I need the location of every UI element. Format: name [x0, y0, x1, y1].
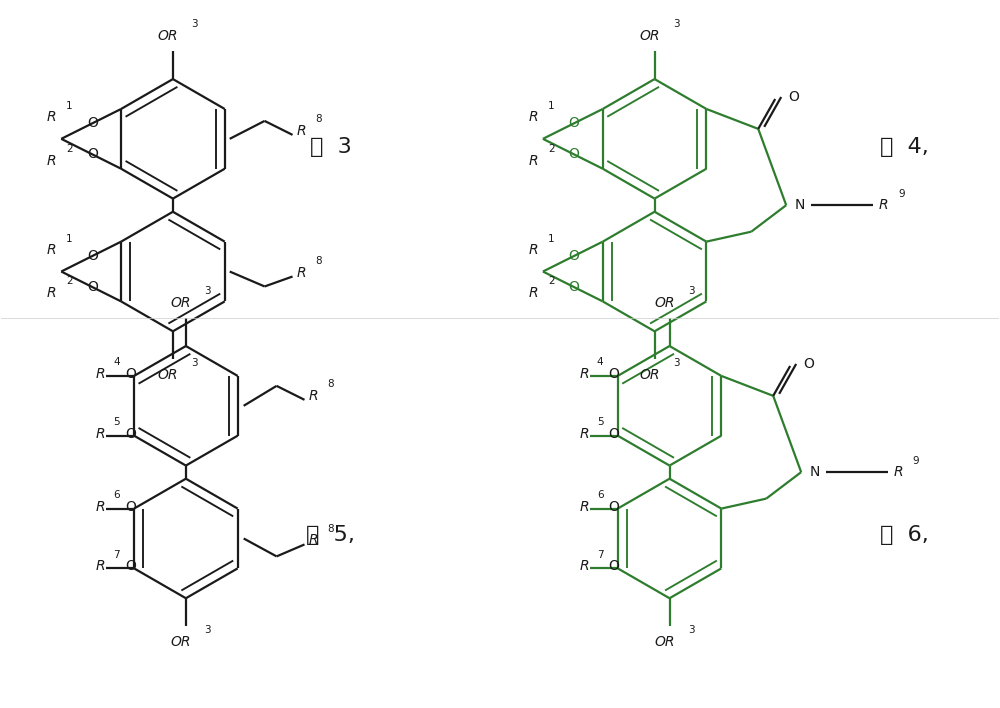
Text: R: R [579, 367, 589, 381]
Text: 1: 1 [66, 234, 73, 244]
Text: R: R [297, 266, 306, 280]
Text: 5: 5 [113, 417, 120, 427]
Text: 式  5,: 式 5, [306, 525, 355, 545]
Text: 8: 8 [327, 524, 334, 534]
Text: R: R [579, 500, 589, 513]
Text: 8: 8 [327, 379, 334, 389]
Text: 式  3: 式 3 [310, 137, 351, 156]
Text: 2: 2 [66, 277, 73, 287]
Text: R: R [47, 154, 56, 168]
Text: N: N [794, 198, 805, 212]
Text: 3: 3 [191, 358, 198, 368]
Text: 4: 4 [113, 358, 120, 367]
Text: 式  6,: 式 6, [880, 525, 928, 545]
Text: O: O [87, 147, 98, 161]
Text: O: O [788, 90, 799, 104]
Text: 8: 8 [315, 115, 322, 125]
Text: O: O [569, 147, 579, 161]
Text: 7: 7 [113, 550, 120, 560]
Text: 3: 3 [204, 286, 211, 296]
Text: O: O [87, 116, 98, 130]
Text: 9: 9 [898, 189, 905, 199]
Text: R: R [579, 427, 589, 440]
Text: 5: 5 [597, 417, 603, 427]
Text: OR: OR [639, 368, 660, 382]
Text: R: R [528, 110, 538, 124]
Text: O: O [569, 280, 579, 294]
Text: R: R [96, 367, 105, 381]
Text: 2: 2 [66, 144, 73, 154]
Text: OR: OR [158, 29, 178, 43]
Text: R: R [297, 124, 306, 138]
Text: 1: 1 [548, 101, 555, 111]
Text: OR: OR [639, 29, 660, 43]
Text: O: O [125, 367, 136, 381]
Text: O: O [569, 249, 579, 263]
Text: 6: 6 [597, 490, 603, 500]
Text: 式  4,: 式 4, [880, 137, 928, 156]
Text: R: R [47, 287, 56, 300]
Text: OR: OR [654, 635, 675, 649]
Text: O: O [803, 357, 814, 371]
Text: OR: OR [171, 296, 191, 310]
Text: O: O [87, 280, 98, 294]
Text: 3: 3 [191, 19, 198, 29]
Text: 8: 8 [315, 256, 322, 266]
Text: O: O [87, 249, 98, 263]
Text: 9: 9 [913, 456, 919, 466]
Text: 2: 2 [548, 144, 555, 154]
Text: R: R [528, 243, 538, 256]
Text: O: O [125, 559, 136, 573]
Text: OR: OR [158, 368, 178, 382]
Text: R: R [47, 243, 56, 256]
Text: 4: 4 [597, 358, 603, 367]
Text: O: O [609, 559, 620, 573]
Text: 7: 7 [597, 550, 603, 560]
Text: R: R [579, 559, 589, 573]
Text: 3: 3 [673, 358, 680, 368]
Text: 1: 1 [66, 101, 73, 111]
Text: 3: 3 [688, 286, 695, 296]
Text: O: O [609, 427, 620, 440]
Text: O: O [125, 500, 136, 513]
Text: R: R [96, 427, 105, 440]
Text: OR: OR [654, 296, 675, 310]
Text: N: N [809, 465, 820, 479]
Text: R: R [879, 198, 889, 212]
Text: R: R [894, 465, 904, 479]
Text: R: R [528, 287, 538, 300]
Text: O: O [125, 427, 136, 440]
Text: R: R [47, 110, 56, 124]
Text: R: R [528, 154, 538, 168]
Text: 3: 3 [204, 625, 211, 635]
Text: 3: 3 [673, 19, 680, 29]
Text: O: O [609, 500, 620, 513]
Text: 2: 2 [548, 277, 555, 287]
Text: O: O [609, 367, 620, 381]
Text: 6: 6 [113, 490, 120, 500]
Text: R: R [308, 389, 318, 403]
Text: O: O [569, 116, 579, 130]
Text: OR: OR [171, 635, 191, 649]
Text: 1: 1 [548, 234, 555, 244]
Text: 3: 3 [688, 625, 695, 635]
Text: R: R [308, 533, 318, 547]
Text: R: R [96, 500, 105, 513]
Text: R: R [96, 559, 105, 573]
